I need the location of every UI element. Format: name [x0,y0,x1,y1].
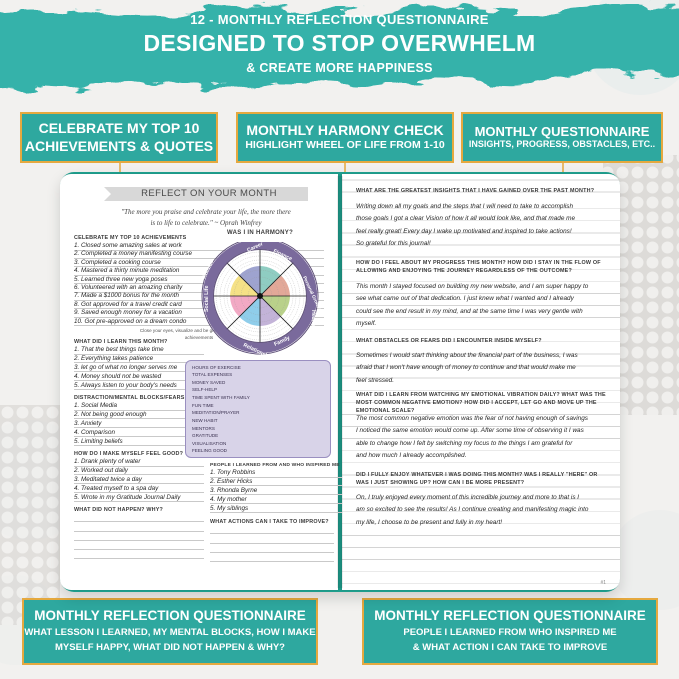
svg-text:Social Life: Social Life [204,285,210,312]
svg-text:Health: Health [310,310,316,326]
